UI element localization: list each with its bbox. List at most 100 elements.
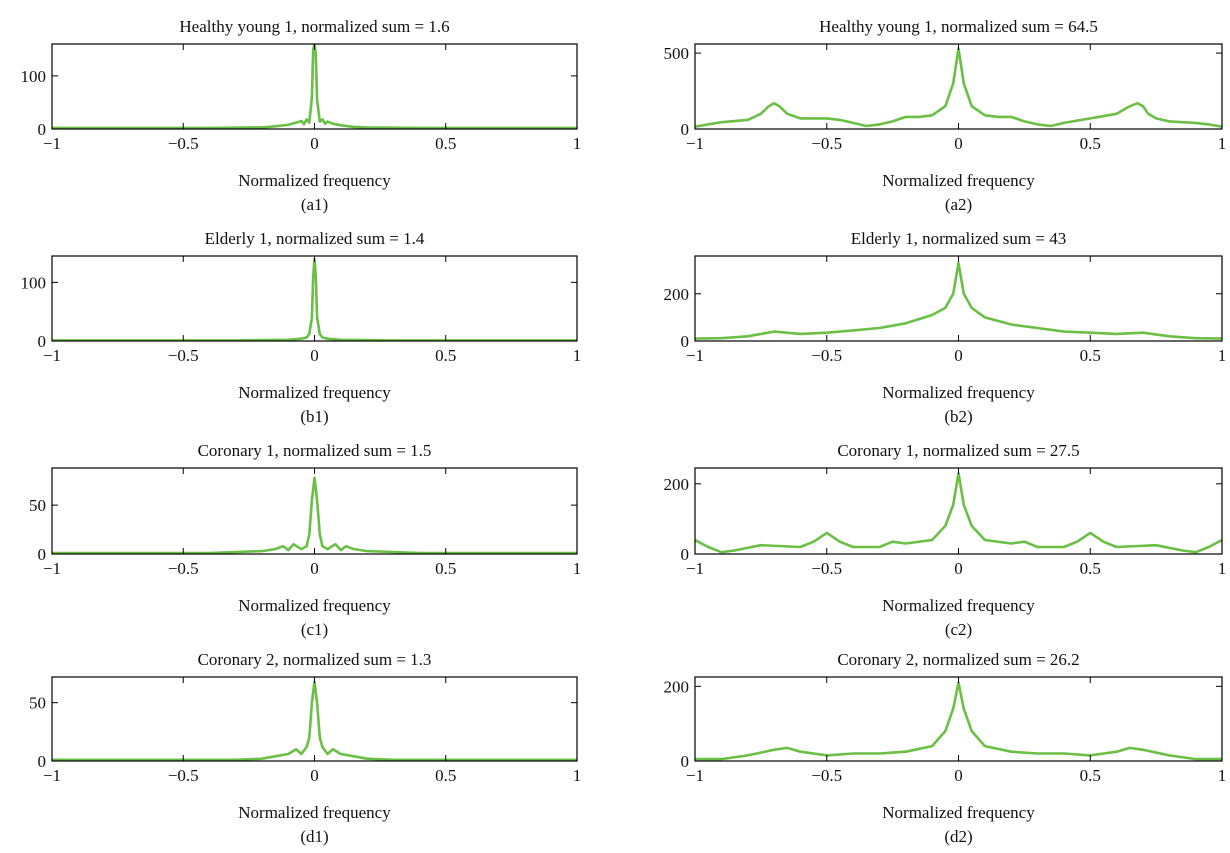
chart-panel: Healthy young 1, normalized sum = 64.5 −1… xyxy=(664,17,1227,214)
y-tick-label: 200 xyxy=(664,677,690,696)
series-line xyxy=(52,44,577,129)
x-tick-label: −1 xyxy=(43,766,61,785)
panel-label: (d2) xyxy=(944,827,972,846)
x-tick-label: 0.5 xyxy=(1080,346,1101,365)
x-axis-label: Normalized frequency xyxy=(882,803,1035,822)
y-tick-label: 100 xyxy=(21,67,47,86)
series-line xyxy=(695,261,1222,340)
x-tick-label: 0.5 xyxy=(435,134,456,153)
chart-title: Healthy young 1, normalized sum = 64.5 xyxy=(819,17,1098,36)
panel-label: (d1) xyxy=(300,827,328,846)
x-tick-label: 1 xyxy=(573,559,582,578)
x-tick-label: 0 xyxy=(954,766,963,785)
y-tick-label: 0 xyxy=(38,120,47,139)
y-tick-label: 100 xyxy=(21,273,47,292)
x-tick-label: 0 xyxy=(954,346,963,365)
x-tick-label: −1 xyxy=(43,559,61,578)
y-tick-label: 0 xyxy=(681,332,690,351)
plot-frame xyxy=(51,43,578,130)
series-line xyxy=(695,681,1222,761)
x-tick-label: −1 xyxy=(686,766,704,785)
x-axis-label: Normalized frequency xyxy=(238,596,391,615)
x-tick-label: −0.5 xyxy=(811,559,842,578)
x-axis-label: Normalized frequency xyxy=(882,383,1035,402)
x-tick-label: −1 xyxy=(686,559,704,578)
chart-panel: Elderly 1, normalized sum = 43 −1 −0.5 0 0.5… xyxy=(664,229,1227,426)
x-tick-label: 0.5 xyxy=(1080,134,1101,153)
panel-label: (c1) xyxy=(301,620,328,639)
chart-title: Elderly 1, normalized sum = 43 xyxy=(851,229,1066,248)
x-axis-label: Normalized frequency xyxy=(238,383,391,402)
x-tick-label: 0.5 xyxy=(1080,559,1101,578)
x-axis-label: Normalized frequency xyxy=(238,171,391,190)
x-tick-label: −0.5 xyxy=(168,134,199,153)
y-tick-label: 0 xyxy=(38,545,47,564)
x-tick-label: −0.5 xyxy=(811,134,842,153)
x-tick-label: 0 xyxy=(310,559,319,578)
chart-title: Coronary 1, normalized sum = 1.5 xyxy=(198,441,432,460)
panel-label: (a2) xyxy=(945,195,972,214)
chart-title: Coronary 2, normalized sum = 26.2 xyxy=(837,650,1079,669)
x-tick-label: −0.5 xyxy=(811,346,842,365)
series-line xyxy=(52,680,577,761)
panel-label: (a1) xyxy=(301,195,328,214)
chart-title: Coronary 1, normalized sum = 27.5 xyxy=(837,441,1079,460)
x-tick-label: 1 xyxy=(573,134,582,153)
panel-label: (b1) xyxy=(300,407,328,426)
series-line xyxy=(52,476,577,554)
series-line xyxy=(695,471,1222,554)
x-tick-label: −1 xyxy=(43,134,61,153)
y-tick-label: 50 xyxy=(29,496,46,515)
x-tick-label: 1 xyxy=(1218,766,1227,785)
y-tick-label: 200 xyxy=(664,285,690,304)
plot-frame xyxy=(694,676,1223,762)
x-axis-label: Normalized frequency xyxy=(238,803,391,822)
x-tick-label: 0 xyxy=(310,766,319,785)
panel-label: (b2) xyxy=(944,407,972,426)
x-axis-label: Normalized frequency xyxy=(882,171,1035,190)
chart-panel: Healthy young 1, normalized sum = 1.6 −1 −… xyxy=(21,17,582,214)
x-tick-label: 0 xyxy=(954,134,963,153)
x-tick-label: 1 xyxy=(1218,134,1227,153)
chart-panel: Elderly 1, normalized sum = 1.4 −1 −0.5 0 0.… xyxy=(21,229,582,426)
chart-title: Coronary 2, normalized sum = 1.3 xyxy=(198,650,432,669)
x-tick-label: 0 xyxy=(954,559,963,578)
x-tick-label: 1 xyxy=(1218,559,1227,578)
chart-panel: Coronary 2, normalized sum = 26.2 −1 −0.5 0… xyxy=(664,650,1227,846)
y-tick-label: 50 xyxy=(29,694,46,713)
y-tick-label: 0 xyxy=(38,752,47,771)
chart-panel: Coronary 2, normalized sum = 1.3 −1 −0.5 0 0… xyxy=(29,650,581,846)
chart-title: Healthy young 1, normalized sum = 1.6 xyxy=(179,17,449,36)
y-tick-label: 0 xyxy=(38,332,47,351)
chart-panel: Coronary 1, normalized sum = 27.5 −1 −0.5 0… xyxy=(664,441,1227,639)
y-tick-label: 200 xyxy=(664,475,690,494)
x-tick-label: 0.5 xyxy=(435,346,456,365)
x-tick-label: 0 xyxy=(310,346,319,365)
chart-panel: Coronary 1, normalized sum = 1.5 −1 −0.5 0 0… xyxy=(29,441,581,639)
x-tick-label: −1 xyxy=(686,134,704,153)
x-tick-label: 0 xyxy=(310,134,319,153)
x-axis-label: Normalized frequency xyxy=(882,596,1035,615)
x-tick-label: 1 xyxy=(573,766,582,785)
x-tick-label: 0.5 xyxy=(1080,766,1101,785)
x-tick-label: −0.5 xyxy=(168,766,199,785)
x-tick-label: 0.5 xyxy=(435,559,456,578)
x-tick-label: 1 xyxy=(573,346,582,365)
y-tick-label: 500 xyxy=(664,44,690,63)
x-tick-label: −1 xyxy=(686,346,704,365)
x-tick-label: 0.5 xyxy=(435,766,456,785)
x-tick-label: −1 xyxy=(43,346,61,365)
panel-label: (c2) xyxy=(945,620,972,639)
y-tick-label: 0 xyxy=(681,752,690,771)
x-tick-label: −0.5 xyxy=(811,766,842,785)
x-tick-label: 1 xyxy=(1218,346,1227,365)
x-tick-label: −0.5 xyxy=(168,559,199,578)
chart-title: Elderly 1, normalized sum = 1.4 xyxy=(205,229,425,248)
series-line xyxy=(695,47,1222,128)
y-tick-label: 0 xyxy=(681,545,690,564)
y-tick-label: 0 xyxy=(681,120,690,139)
series-line xyxy=(52,257,577,341)
x-tick-label: −0.5 xyxy=(168,346,199,365)
